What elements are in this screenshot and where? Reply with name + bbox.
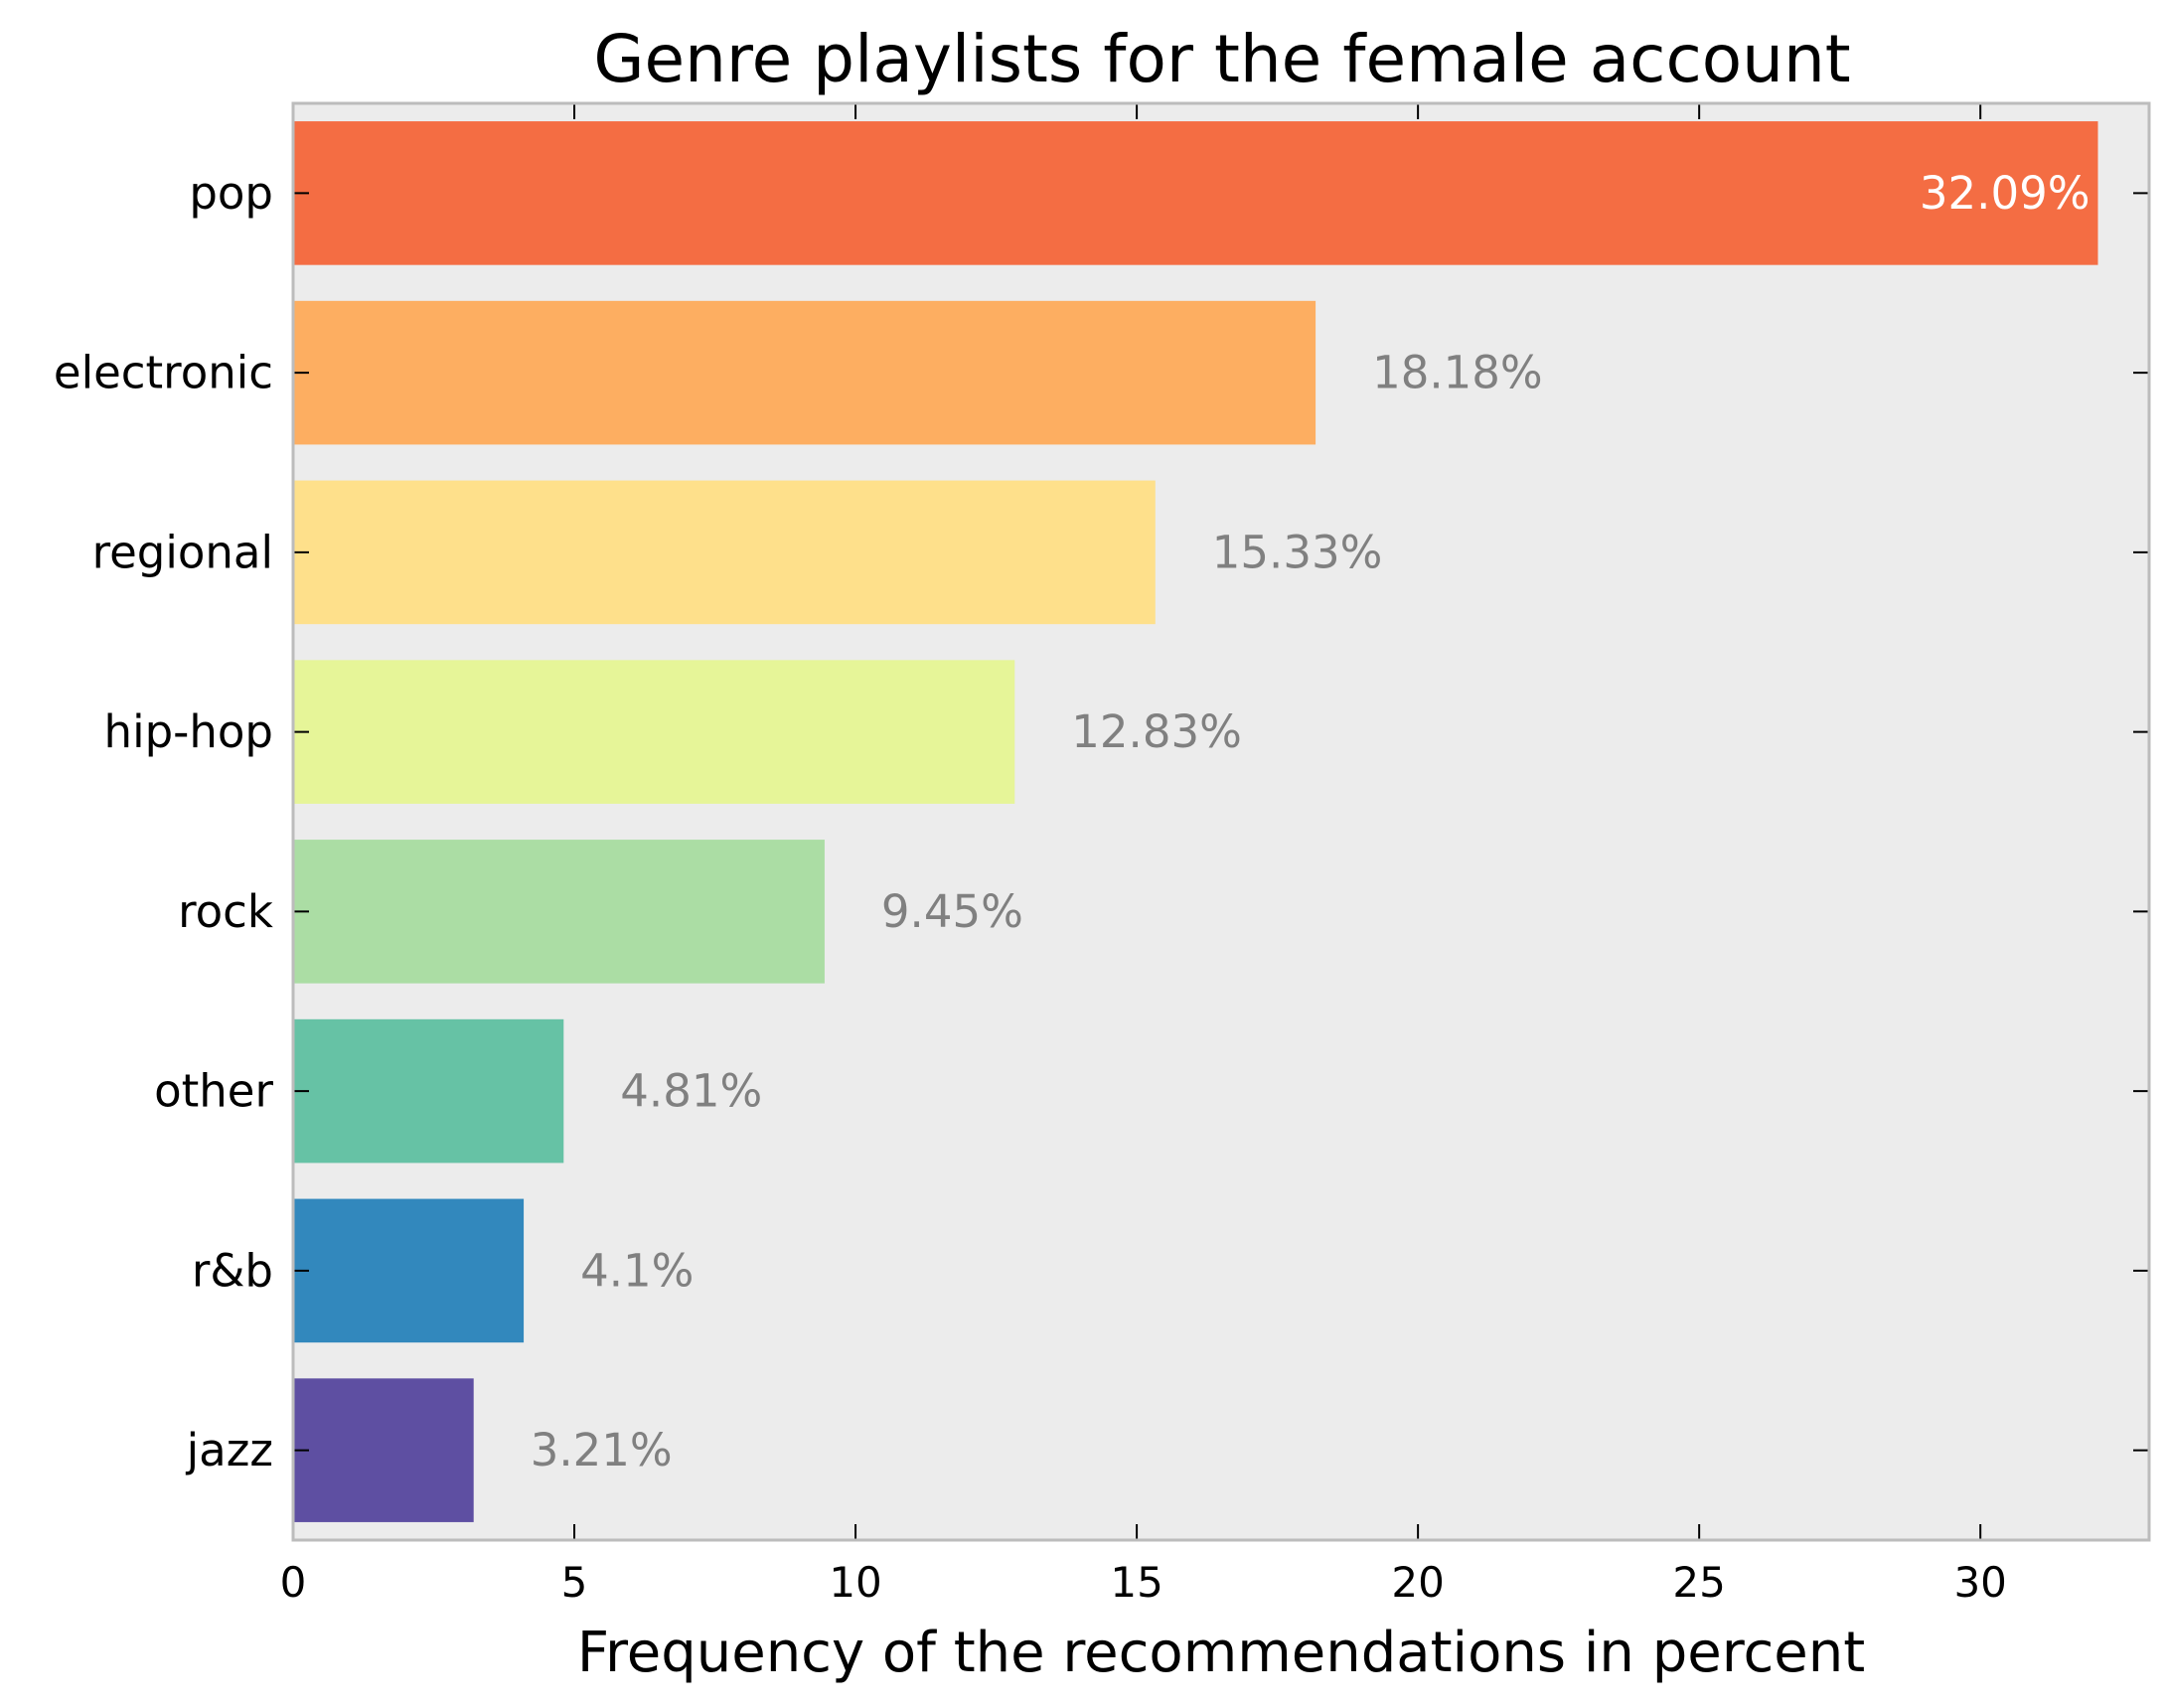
data-label-electronic: 18.18% [1372, 347, 1543, 399]
data-label-jazz: 3.21% [531, 1424, 673, 1476]
bar-electronic [293, 300, 1316, 445]
category-label-other: other [154, 1065, 273, 1118]
bar-pop [293, 121, 2098, 265]
bar-r-b [293, 1198, 525, 1343]
x-tick-label-5: 5 [561, 1558, 588, 1607]
bar-other [293, 1018, 564, 1164]
plot-frame [291, 101, 2151, 1542]
x-tick-label-0: 0 [280, 1558, 307, 1607]
category-label-pop: pop [189, 167, 273, 220]
category-label-rock: rock [178, 885, 273, 938]
x-tick-label-20: 20 [1391, 1558, 1444, 1607]
chart-title: Genre playlists for the female account [593, 21, 1850, 97]
data-label-rock: 9.45% [881, 885, 1023, 938]
data-label-hip-hop: 12.83% [1071, 705, 1242, 758]
category-label-regional: regional [92, 526, 273, 578]
data-label-r-b: 4.1% [580, 1244, 694, 1297]
x-tick-label-25: 25 [1672, 1558, 1725, 1607]
x-axis-label: Frequency of the recommendations in perc… [577, 1621, 1865, 1685]
x-tick-label-30: 30 [1953, 1558, 2006, 1607]
category-label-hip-hop: hip-hop [104, 705, 273, 758]
x-tick-label-15: 15 [1110, 1558, 1162, 1607]
data-label-regional: 15.33% [1212, 526, 1383, 578]
category-label-jazz: jazz [186, 1424, 273, 1476]
x-tick-label-10: 10 [829, 1558, 881, 1607]
category-label-r-b: r&b [192, 1244, 273, 1297]
data-label-pop: 32.09% [1920, 167, 2091, 220]
data-label-other: 4.81% [620, 1065, 762, 1118]
bar-regional [293, 480, 1156, 625]
bar-hip-hop [293, 660, 1015, 804]
bar-rock [293, 840, 825, 984]
bar-jazz [293, 1378, 474, 1522]
category-label-electronic: electronic [54, 347, 273, 399]
